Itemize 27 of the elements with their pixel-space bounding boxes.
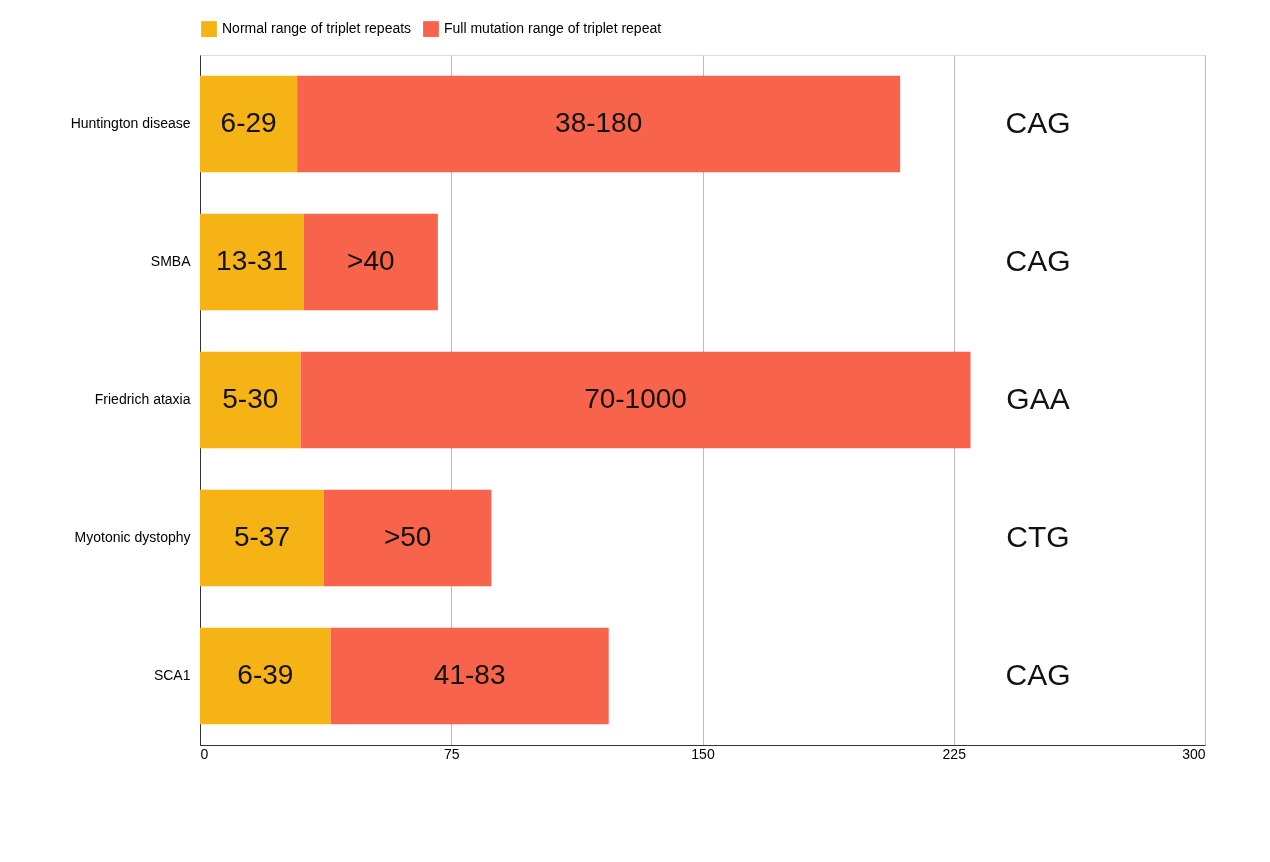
annotation: CAG [1005, 658, 1071, 691]
data-label: 38-180 [555, 107, 643, 138]
data-label: >50 [383, 521, 432, 552]
y-tick-label: Myotonic dystophy [74, 529, 191, 545]
x-tick-label: 225 [942, 745, 967, 762]
annotation: CTG [1006, 520, 1070, 553]
legend-label: Full mutation range of triplet repeat [444, 20, 662, 37]
data-label: 13-31 [216, 245, 288, 276]
data-label: 6-29 [220, 107, 277, 138]
annotation: CAG [1005, 244, 1071, 277]
annotation: GAA [1006, 382, 1070, 415]
x-tick-label: 300 [1182, 745, 1206, 762]
data-label: 41-83 [433, 659, 506, 690]
data-label: >40 [347, 245, 395, 276]
annotation: CAG [1005, 106, 1071, 139]
y-tick-label: SCA1 [153, 667, 191, 683]
x-tick-label: 75 [443, 745, 460, 762]
y-tick-label: Friedrich ataxia [94, 391, 191, 407]
y-tick-label: SMBA [150, 253, 192, 269]
x-tick-label: 0 [200, 745, 209, 762]
data-label: 70-1000 [584, 383, 687, 414]
data-label: 6-39 [237, 659, 294, 690]
x-tick-label: 150 [691, 745, 715, 762]
data-label: 5-37 [233, 521, 290, 552]
y-tick-label: Huntington disease [70, 115, 191, 131]
legend-label: Normal range of triplet repeats [222, 20, 412, 37]
data-label: 5-30 [222, 383, 279, 414]
